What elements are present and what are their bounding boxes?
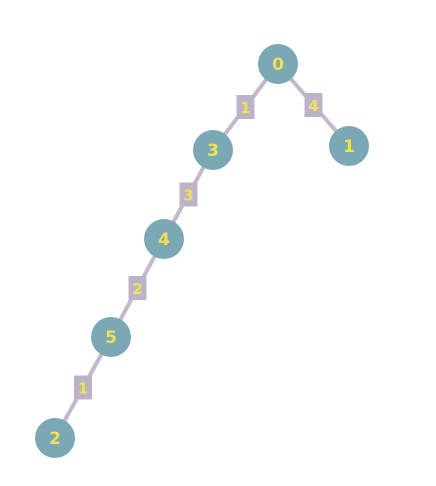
- node-circle: [193, 130, 233, 170]
- node-label: 4: [158, 230, 170, 250]
- edge-weight-box: [74, 375, 92, 400]
- node-label: 5: [105, 328, 117, 348]
- edge-weight-box: [304, 93, 323, 117]
- node-label: 1: [343, 137, 355, 157]
- edge-weight-label: 1: [78, 380, 88, 398]
- node-circle: [329, 126, 369, 166]
- nodes-layer: 0 3 1 4 5 2: [35, 44, 369, 458]
- node-label: 2: [49, 429, 61, 449]
- node-n1: 1: [329, 126, 369, 166]
- edge-weight-box: [236, 95, 255, 119]
- edge-weight-label: 1: [240, 99, 250, 117]
- edge-weight-label: 2: [132, 280, 142, 298]
- node-circle: [258, 44, 298, 84]
- node-n2: 2: [35, 418, 75, 458]
- node-label: 0: [272, 55, 284, 75]
- node-circle: [35, 418, 75, 458]
- node-circle: [91, 317, 131, 357]
- node-circle: [144, 219, 184, 259]
- node-n3: 3: [193, 130, 233, 170]
- node-label: 3: [207, 141, 219, 161]
- node-n0: 0: [258, 44, 298, 84]
- edge-weight-box: [128, 276, 147, 300]
- node-n4: 4: [144, 219, 184, 259]
- edges-layer: 1 4 3 2 1: [53, 62, 351, 440]
- edge-weight-box: [179, 182, 198, 207]
- edge-weight-label: 3: [183, 187, 193, 205]
- edge-weight-label: 4: [308, 97, 318, 115]
- node-n5: 5: [91, 317, 131, 357]
